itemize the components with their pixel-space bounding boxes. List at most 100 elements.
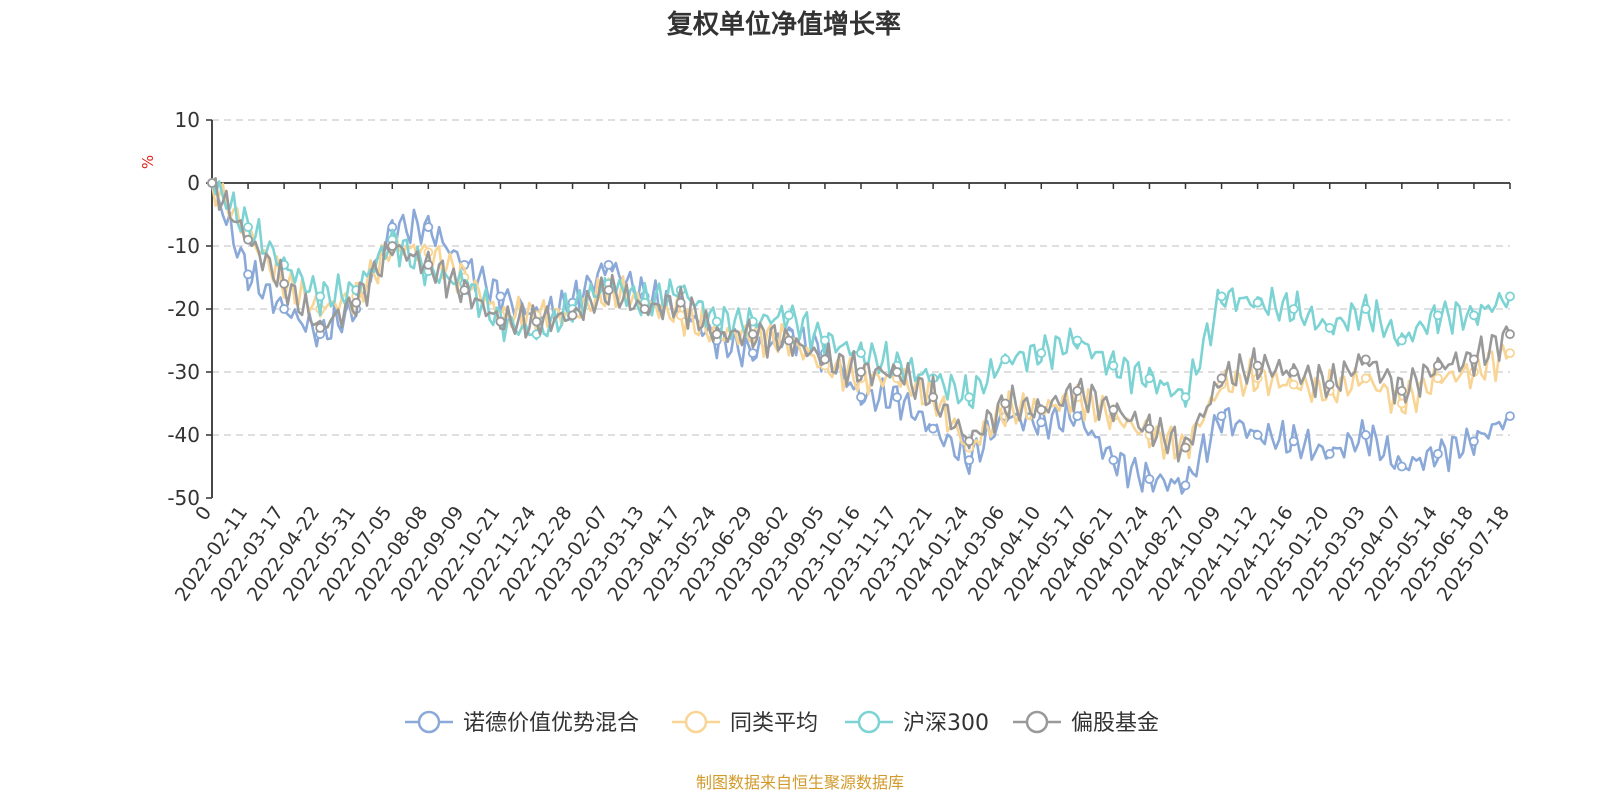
data-point — [1469, 436, 1479, 447]
data-point — [1288, 379, 1299, 390]
data-point — [639, 304, 650, 314]
data-point — [207, 178, 217, 188]
data-point — [1252, 430, 1263, 440]
y-tick-label: -30 — [167, 360, 200, 384]
data-point — [423, 222, 434, 233]
y-tick-labels: 10 0 -10 -20 -30 -40 -50 — [167, 108, 200, 510]
data-point — [1432, 360, 1443, 371]
data-point — [1432, 448, 1443, 459]
y-tick-label: -10 — [167, 234, 200, 258]
data-point — [1072, 335, 1083, 346]
data-point — [1360, 354, 1371, 365]
data-point — [928, 423, 939, 434]
legend-circle-icon — [417, 710, 441, 734]
data-point — [243, 222, 253, 233]
data-point — [1000, 354, 1011, 365]
x-tick-label: 0 — [191, 502, 216, 525]
data-point — [1360, 430, 1371, 440]
data-point — [1216, 373, 1227, 384]
data-point — [1505, 411, 1515, 422]
data-point — [675, 297, 686, 308]
data-point — [1036, 417, 1047, 428]
data-point — [1469, 310, 1479, 321]
y-tick-label: -40 — [167, 423, 200, 447]
data-point — [783, 310, 794, 321]
data-point — [1108, 360, 1119, 371]
data-point — [820, 335, 830, 346]
data-point — [1216, 291, 1227, 302]
data-point — [928, 392, 939, 403]
data-point — [1324, 448, 1335, 459]
x-tick-labels: 02022-02-112022-03-172022-04-222022-05-3… — [171, 502, 1514, 605]
legend-item[interactable]: 诺德价值优势混合 — [405, 710, 639, 736]
data-point — [279, 278, 290, 289]
data-point — [1108, 455, 1119, 466]
data-point — [459, 285, 470, 296]
legend-label: 沪深300 — [903, 711, 989, 736]
series-line — [210, 182, 1512, 460]
data-point — [711, 316, 722, 327]
data-point — [892, 392, 902, 403]
data-point — [1252, 360, 1263, 371]
data-point — [1360, 373, 1371, 384]
data-point — [351, 297, 362, 308]
data-point — [1036, 404, 1047, 415]
data-point — [1072, 411, 1083, 422]
data-point — [820, 354, 830, 365]
data-point — [1252, 297, 1263, 308]
data-point — [1324, 322, 1335, 333]
data-point — [1396, 385, 1407, 396]
data-point — [964, 455, 975, 466]
data-point — [856, 367, 866, 377]
data-point — [1432, 310, 1443, 321]
grid-lines — [206, 119, 1510, 499]
data-point — [1144, 423, 1155, 434]
data-point — [747, 348, 758, 359]
data-point — [892, 367, 902, 377]
data-point — [1216, 411, 1227, 422]
data-point — [1505, 291, 1515, 302]
series-lines — [207, 177, 1515, 495]
data-point — [856, 348, 866, 359]
data-point — [1324, 379, 1335, 390]
data-point — [243, 234, 253, 245]
data-point — [747, 329, 758, 340]
data-point — [964, 392, 975, 403]
data-point — [1360, 304, 1371, 314]
y-tick-label: 0 — [187, 171, 200, 195]
data-point — [1180, 480, 1191, 491]
data-point — [315, 291, 326, 302]
data-point — [1505, 348, 1515, 359]
chart-title: 复权单位净值增长率 — [667, 9, 901, 40]
y-tick-label: 10 — [175, 108, 200, 132]
y-tick-label: -50 — [167, 486, 200, 510]
data-point — [495, 291, 506, 302]
data-point — [964, 436, 975, 447]
legend-label: 偏股基金 — [1071, 711, 1159, 736]
legend-item[interactable]: 偏股基金 — [1013, 710, 1159, 736]
data-point — [1288, 367, 1299, 377]
legend-label: 诺德价值优势混合 — [463, 711, 639, 736]
legend: 诺德价值优势混合 同类平均 沪深300 偏股基金 — [405, 710, 1159, 736]
legend-item[interactable]: 沪深300 — [845, 710, 989, 736]
source-note: 制图数据来自恒生聚源数据库 — [696, 773, 904, 792]
data-point — [243, 269, 253, 280]
y-axis-unit-label: % — [139, 155, 157, 169]
legend-circle-icon — [1025, 710, 1049, 734]
data-point — [495, 316, 506, 327]
series-line — [210, 177, 1512, 463]
data-point — [711, 329, 722, 340]
y-tick-label: -20 — [167, 297, 200, 321]
data-point — [1180, 442, 1191, 453]
data-point — [1396, 335, 1407, 346]
data-point — [1469, 354, 1479, 365]
legend-circle-icon — [684, 710, 708, 734]
data-point — [1288, 304, 1299, 314]
series-line — [211, 182, 1511, 495]
legend-item[interactable]: 同类平均 — [672, 710, 818, 736]
data-point — [1505, 329, 1515, 340]
legend-circle-icon — [857, 710, 881, 734]
data-point — [315, 322, 326, 333]
data-point — [387, 241, 398, 251]
